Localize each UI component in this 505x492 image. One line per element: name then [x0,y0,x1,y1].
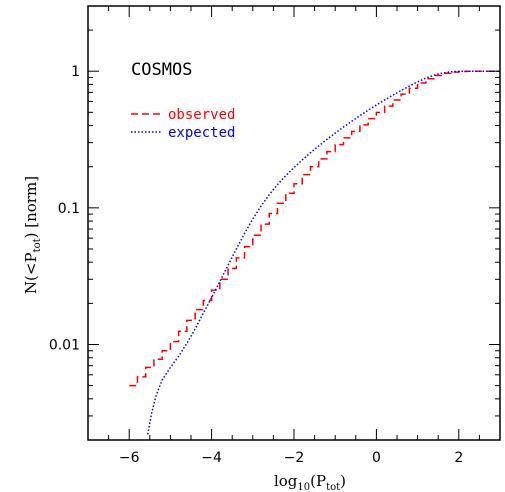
y-axis-label: N(<Ptot) [norm] [22,176,43,294]
legend-label-observed: observed [168,107,235,123]
tick-layer: −6 −4 −2 0 2 0.01 0.1 1 [49,5,501,466]
legend-label-expected: expected [168,125,235,141]
dataset-annotation: COSMOS [131,60,192,80]
y-tick-label: 0.1 [58,201,80,217]
series-expected [147,70,500,435]
series-layer [129,70,500,435]
x-axis-label: log10(Ptot) [274,472,346,492]
x-tick-label: 0 [372,450,381,466]
legend: observed expected [131,107,235,141]
series-observed [129,70,500,387]
x-tick-label: 2 [454,450,463,466]
x-tick-label: −4 [201,450,222,466]
y-tick-label: 0.01 [49,337,80,353]
x-tick-label: −2 [284,450,305,466]
y-tick-label: 1 [71,64,80,80]
x-tick-label: −6 [119,450,140,466]
